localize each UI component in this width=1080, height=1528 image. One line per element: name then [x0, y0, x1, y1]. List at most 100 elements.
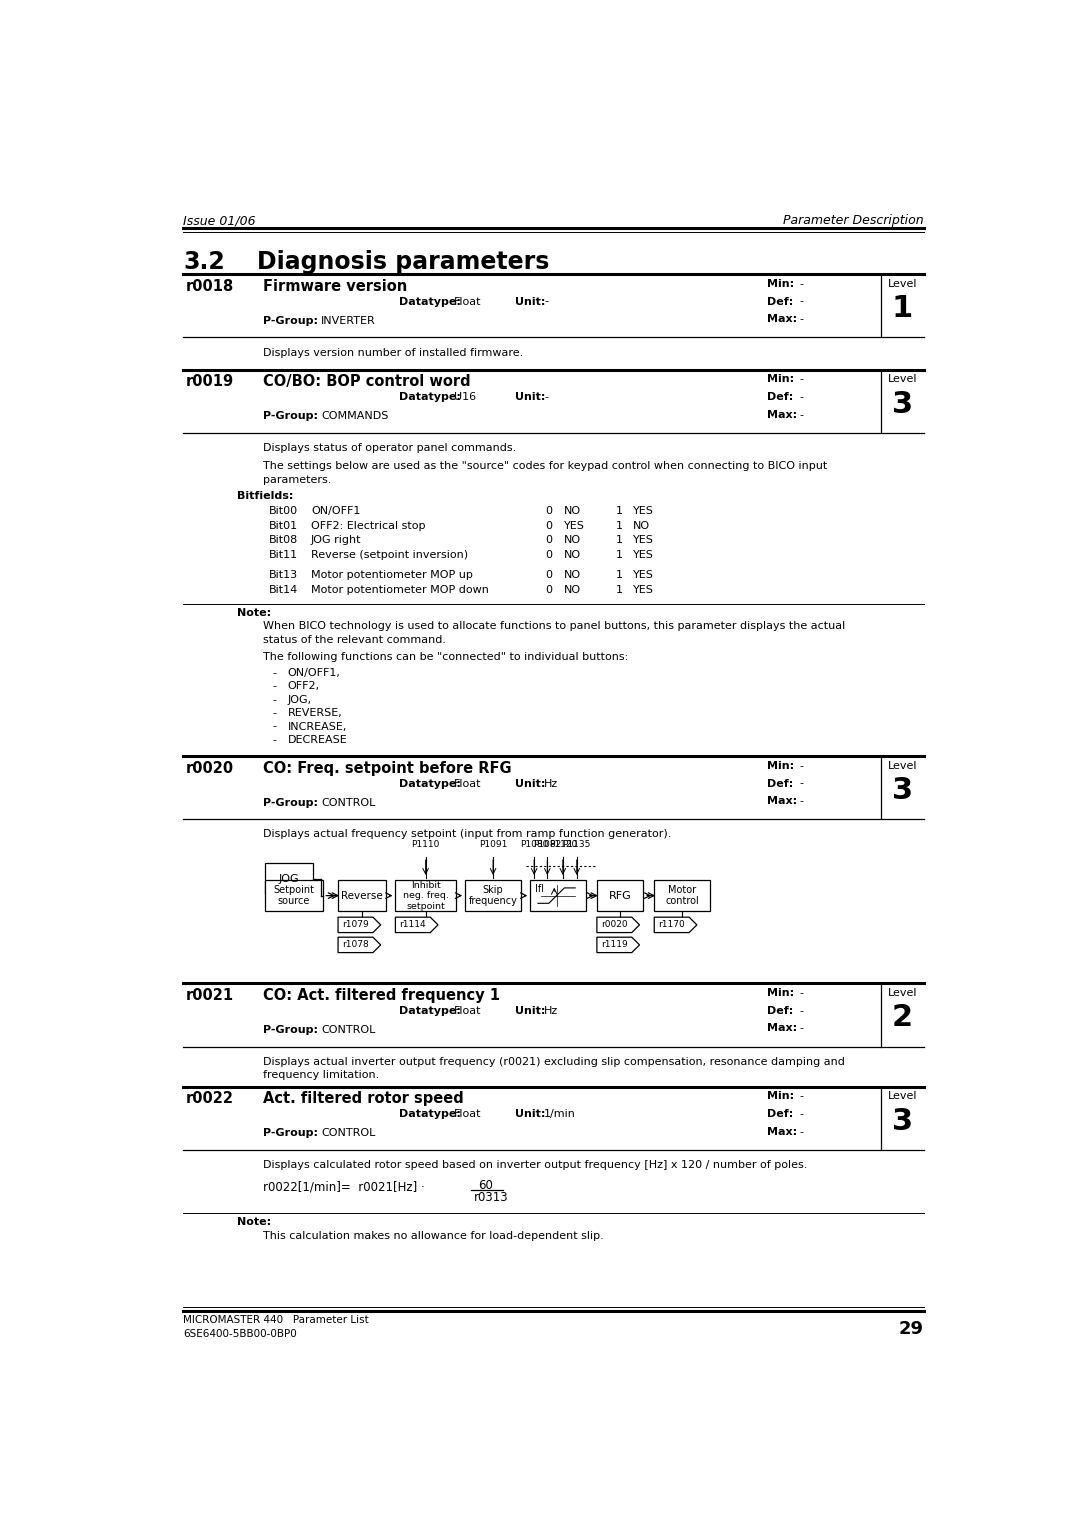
- Text: r0021: r0021: [186, 989, 234, 1002]
- Text: -: -: [799, 1091, 804, 1102]
- Text: 29: 29: [899, 1320, 924, 1339]
- Text: 1: 1: [892, 295, 913, 324]
- Text: Setpoint
source: Setpoint source: [273, 885, 314, 906]
- Bar: [465, 880, 521, 911]
- Text: Bit11: Bit11: [269, 550, 298, 559]
- Text: MICROMASTER 440   Parameter List: MICROMASTER 440 Parameter List: [183, 1316, 368, 1325]
- Text: Reverse: Reverse: [341, 891, 383, 900]
- Text: -: -: [272, 721, 276, 732]
- Text: Level: Level: [888, 989, 917, 998]
- Text: -: -: [799, 1024, 804, 1033]
- Text: 1: 1: [616, 521, 622, 530]
- Text: Max:: Max:: [767, 796, 797, 807]
- Text: NO: NO: [564, 570, 581, 581]
- Text: Def:: Def:: [767, 1109, 793, 1118]
- Polygon shape: [654, 917, 697, 932]
- Text: Float: Float: [455, 1005, 482, 1016]
- Text: 2: 2: [892, 1004, 913, 1033]
- Text: Level: Level: [888, 761, 917, 770]
- Text: Float: Float: [455, 1109, 482, 1118]
- Text: Max:: Max:: [767, 410, 797, 420]
- Text: JOG right: JOG right: [311, 535, 362, 545]
- Text: The following functions can be "connected" to individual buttons:: The following functions can be "connecte…: [262, 652, 629, 662]
- Text: Bit00: Bit00: [269, 506, 298, 516]
- Text: P1120: P1120: [549, 840, 577, 850]
- Text: -: -: [272, 695, 276, 704]
- Text: Datatype:: Datatype:: [399, 1005, 460, 1016]
- Text: Min:: Min:: [767, 989, 794, 998]
- Text: Issue 01/06: Issue 01/06: [183, 214, 256, 228]
- Text: P-Group:: P-Group:: [262, 1128, 318, 1138]
- Text: Datatype:: Datatype:: [399, 296, 460, 307]
- Text: Def:: Def:: [767, 779, 793, 788]
- Text: CO/BO: BOP control word: CO/BO: BOP control word: [262, 374, 471, 390]
- Text: Note:: Note:: [238, 608, 271, 617]
- Text: 0: 0: [545, 521, 553, 530]
- Text: 0: 0: [545, 585, 553, 594]
- Bar: [338, 880, 387, 911]
- Text: Unit:: Unit:: [515, 1109, 545, 1118]
- Text: Bit08: Bit08: [269, 535, 298, 545]
- Text: Bit13: Bit13: [269, 570, 298, 581]
- Text: r0022[1/min]=  r0021[Hz] ·: r0022[1/min]= r0021[Hz] ·: [262, 1181, 424, 1193]
- Text: Bit14: Bit14: [269, 585, 298, 594]
- Text: Diagnosis parameters: Diagnosis parameters: [257, 249, 549, 274]
- Text: Min:: Min:: [767, 278, 794, 289]
- Text: The settings below are used as the "source" codes for keypad control when connec: The settings below are used as the "sour…: [262, 461, 827, 484]
- Text: CO: Freq. setpoint before RFG: CO: Freq. setpoint before RFG: [262, 761, 512, 776]
- Text: P-Group:: P-Group:: [262, 1025, 318, 1034]
- Text: 3: 3: [892, 776, 913, 805]
- Text: 0: 0: [545, 550, 553, 559]
- Text: -: -: [272, 668, 276, 678]
- Text: Level: Level: [888, 1091, 917, 1102]
- Text: YES: YES: [564, 521, 584, 530]
- Text: Min:: Min:: [767, 374, 794, 385]
- Text: CO: Act. filtered frequency 1: CO: Act. filtered frequency 1: [262, 989, 500, 1002]
- Text: YES: YES: [633, 535, 654, 545]
- Text: CONTROL: CONTROL: [321, 1128, 376, 1138]
- Text: Displays actual frequency setpoint (input from ramp function generator).: Displays actual frequency setpoint (inpu…: [262, 830, 672, 839]
- Text: Def:: Def:: [767, 1005, 793, 1016]
- Text: Float: Float: [455, 779, 482, 788]
- Text: 3: 3: [892, 390, 913, 419]
- Text: NO: NO: [564, 506, 581, 516]
- Text: NO: NO: [564, 550, 581, 559]
- Text: r0019: r0019: [186, 374, 234, 390]
- Text: -: -: [799, 761, 804, 770]
- Text: Max:: Max:: [767, 1024, 797, 1033]
- Text: Datatype:: Datatype:: [399, 779, 460, 788]
- Text: NO: NO: [564, 535, 581, 545]
- Text: r1119: r1119: [600, 940, 627, 949]
- Text: Inhibit
neg. freq.
setpoint: Inhibit neg. freq. setpoint: [403, 880, 448, 911]
- Text: Level: Level: [888, 374, 917, 385]
- Text: Motor potentiometer MOP up: Motor potentiometer MOP up: [311, 570, 473, 581]
- Text: Max:: Max:: [767, 315, 797, 324]
- Text: Datatype:: Datatype:: [399, 393, 460, 402]
- Text: -: -: [799, 296, 804, 307]
- Text: P1135: P1135: [563, 840, 591, 850]
- Text: -: -: [799, 393, 804, 402]
- Text: RFG: RFG: [609, 891, 632, 900]
- Text: r0313: r0313: [474, 1192, 509, 1204]
- Text: ON/OFF1: ON/OFF1: [311, 506, 361, 516]
- Text: Firmware version: Firmware version: [262, 278, 407, 293]
- Text: Displays calculated rotor speed based on inverter output frequency [Hz] x 120 / : Displays calculated rotor speed based on…: [262, 1160, 807, 1170]
- Bar: [395, 880, 456, 911]
- Text: YES: YES: [633, 550, 654, 559]
- Text: P1091: P1091: [478, 840, 508, 850]
- Text: JOG: JOG: [279, 874, 299, 883]
- Bar: [266, 863, 313, 894]
- Text: -: -: [799, 315, 804, 324]
- Text: CONTROL: CONTROL: [321, 798, 376, 808]
- Text: 6SE6400-5BB00-0BP0: 6SE6400-5BB00-0BP0: [183, 1329, 297, 1339]
- Text: INCREASE,: INCREASE,: [287, 721, 347, 732]
- Text: -: -: [799, 1109, 804, 1118]
- Text: 1: 1: [616, 535, 622, 545]
- Text: REVERSE,: REVERSE,: [287, 707, 342, 718]
- Text: INVERTER: INVERTER: [321, 316, 376, 325]
- Text: P1082: P1082: [534, 840, 562, 850]
- Text: Float: Float: [455, 296, 482, 307]
- Polygon shape: [597, 917, 639, 932]
- Text: Act. filtered rotor speed: Act. filtered rotor speed: [262, 1091, 463, 1106]
- Text: DECREASE: DECREASE: [287, 735, 348, 746]
